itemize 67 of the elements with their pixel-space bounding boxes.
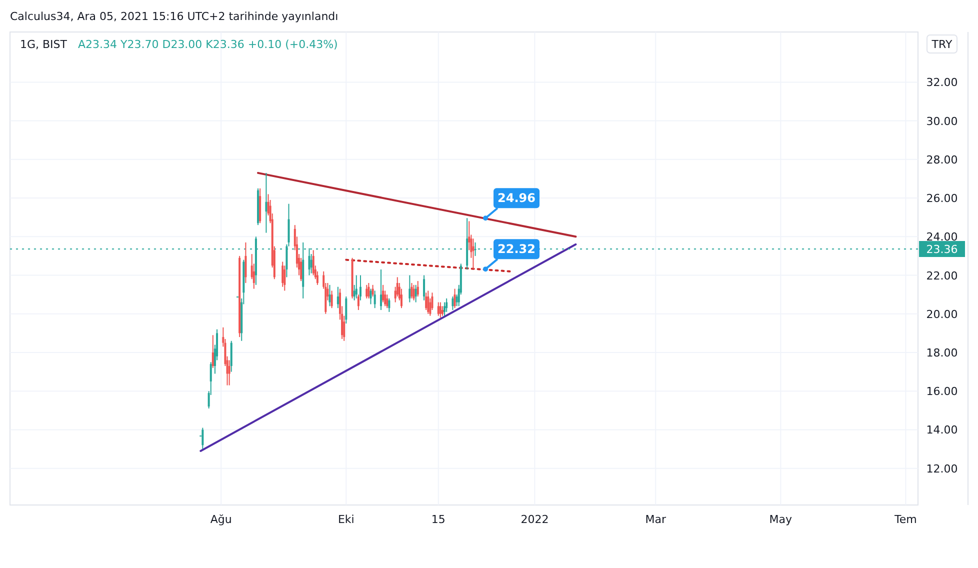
text: 1G, BIST bbox=[20, 38, 68, 51]
candlestick bbox=[328, 284, 331, 307]
x-tick-label: Ağu bbox=[210, 513, 232, 526]
y-tick-label: 20.00 bbox=[926, 308, 958, 321]
x-tick-label: 2022 bbox=[520, 513, 549, 526]
candlestick bbox=[386, 294, 388, 309]
annotation: 22.32 bbox=[498, 242, 536, 256]
candlestick bbox=[265, 172, 268, 234]
candlestick bbox=[439, 302, 442, 318]
candlestick bbox=[366, 284, 368, 299]
y-tick-label: 30.00 bbox=[926, 114, 958, 128]
candlestick bbox=[244, 242, 247, 284]
candlestick bbox=[368, 282, 370, 299]
x-tick-label: 15 bbox=[431, 513, 446, 526]
y-tick-label: 18.00 bbox=[926, 346, 958, 360]
candlestick bbox=[282, 261, 284, 288]
y-tick-label: 12.00 bbox=[926, 462, 958, 476]
x-tick-label: Eki bbox=[338, 513, 354, 526]
candlestick bbox=[370, 288, 372, 305]
candlestick bbox=[330, 290, 333, 309]
candlestick bbox=[414, 284, 417, 303]
candlestick bbox=[408, 274, 411, 303]
y-tick-label: 26.00 bbox=[926, 192, 958, 206]
candlestick bbox=[336, 286, 339, 309]
y-tick-label: 16.00 bbox=[926, 385, 958, 398]
candlestick bbox=[312, 250, 314, 276]
y-tick-label: 14.00 bbox=[926, 424, 958, 437]
candlestick bbox=[425, 292, 428, 311]
ref-line-label: 23.36 bbox=[926, 243, 958, 256]
candlestick bbox=[345, 296, 348, 324]
candlestick bbox=[454, 288, 456, 309]
candlestick bbox=[412, 284, 415, 301]
x-tick-label: Mar bbox=[645, 513, 666, 526]
candlestick bbox=[382, 284, 384, 303]
candlestick bbox=[437, 302, 440, 316]
candlestick bbox=[359, 274, 362, 301]
candlestick bbox=[212, 334, 214, 368]
y-tick-label: 28.00 bbox=[926, 153, 958, 166]
candlestick bbox=[355, 274, 358, 299]
candlestick bbox=[441, 306, 444, 316]
candlestick bbox=[374, 290, 376, 309]
candlestick bbox=[230, 340, 232, 372]
y-tick-label: 24.00 bbox=[926, 230, 958, 244]
candlestick bbox=[388, 298, 390, 312]
annotation: 24.96 bbox=[498, 191, 536, 206]
candlestick bbox=[446, 298, 448, 312]
candlestick bbox=[410, 282, 413, 299]
x-tick-label: May bbox=[769, 513, 793, 526]
y-tick-label: 22.00 bbox=[926, 269, 958, 282]
candlestick bbox=[427, 290, 430, 314]
candlestick bbox=[444, 302, 446, 316]
candlestick bbox=[416, 280, 419, 297]
text: A23.34 Y23.70 D23.00 K23.36 +0.10 (+0.43%) bbox=[78, 38, 338, 51]
y-tick-label: 32.00 bbox=[926, 76, 958, 90]
candlestick bbox=[380, 268, 382, 311]
candlestick bbox=[202, 427, 204, 450]
candlestick bbox=[372, 284, 374, 297]
candlestick bbox=[357, 294, 360, 311]
x-tick-label: Tem bbox=[894, 513, 917, 526]
candlestick bbox=[452, 296, 454, 311]
candlestick bbox=[472, 238, 474, 270]
candlestick bbox=[423, 274, 426, 301]
candlestick bbox=[300, 257, 302, 282]
candlestick bbox=[284, 265, 286, 292]
y-axis-title: TRY bbox=[930, 38, 952, 51]
candlestick bbox=[228, 360, 230, 386]
text: Calculus34, Ara 05, 2021 15:16 UTC+2 tarihinde yayınlandı bbox=[10, 10, 338, 23]
